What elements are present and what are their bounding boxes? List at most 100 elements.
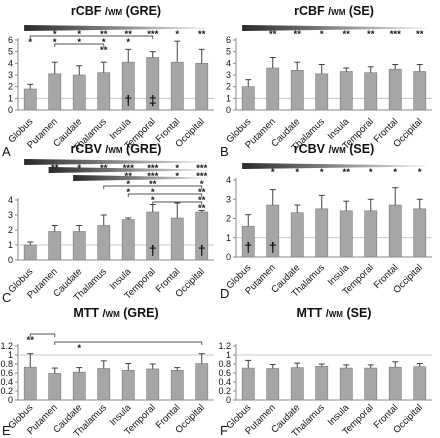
panel-label: E — [2, 423, 11, 438]
y-tick-label: 0.8 — [218, 359, 231, 369]
bar — [170, 217, 184, 261]
bar — [23, 366, 37, 401]
bar — [23, 244, 37, 261]
chart-title-part: rCBF — [294, 4, 328, 18]
significance-bar — [73, 175, 208, 181]
bar-mark: † — [198, 242, 206, 258]
significance-label: ** — [416, 29, 424, 40]
significance-label: * — [77, 37, 81, 48]
bar — [195, 63, 209, 111]
chart-title-part: MTT — [73, 306, 102, 320]
y-tick-label: 3 — [226, 70, 231, 80]
significance-label: * — [271, 167, 275, 178]
significance-label: * — [126, 37, 130, 48]
y-tick-label: 0.2 — [218, 386, 231, 396]
bar — [121, 370, 135, 401]
bar — [48, 231, 62, 261]
bar — [72, 74, 86, 111]
panel-label: D — [220, 286, 229, 301]
significance-label: * — [53, 37, 57, 48]
significance-label: *** — [147, 29, 158, 40]
y-tick-label: 3 — [8, 210, 13, 220]
chart-panel-b: rCBF /wm (SE)0123456GlobusPutamenCaudate… — [220, 4, 432, 159]
chart-panel-c: rCBV /wm (GRE)01234GlobusPutamenCaudateT… — [2, 142, 214, 305]
significance-label: ** — [198, 203, 206, 214]
y-tick-label: 4 — [226, 58, 231, 68]
bar — [413, 71, 427, 111]
panel-label: B — [220, 144, 229, 159]
significance-label: ** — [27, 335, 35, 346]
y-tick-label: 2 — [8, 225, 13, 235]
y-tick-label: 2 — [8, 82, 13, 92]
chart-title-part: rCBV — [71, 142, 106, 156]
chart-title-part: /wm — [326, 308, 344, 320]
y-tick-label: 2 — [226, 214, 231, 224]
y-tick-label: 0.6 — [218, 368, 231, 378]
bar — [241, 86, 255, 111]
chart-panel-d: rCBV /wm (SE)01234GlobusPutamenCaudateTh… — [220, 142, 432, 301]
y-tick-label: 0.8 — [0, 359, 13, 369]
bar — [339, 71, 353, 111]
significance-label: ** — [100, 29, 108, 40]
significance-label: * — [126, 187, 130, 198]
y-tick-label: 3 — [8, 70, 13, 80]
bar — [290, 70, 304, 111]
chart-title: rCBF /wm (SE) — [294, 4, 374, 18]
significance-label: ** — [343, 29, 351, 40]
panel-label: C — [2, 290, 11, 305]
significance-label: ** — [269, 29, 277, 40]
significance-bracket — [29, 333, 56, 337]
significance-label: * — [102, 37, 106, 48]
y-tick-label: 4 — [8, 58, 13, 68]
y-tick-label: 1 — [8, 350, 13, 360]
bar — [48, 373, 62, 401]
chart-title: MTT /wm (GRE) — [73, 306, 158, 320]
bar — [364, 72, 378, 111]
bar — [339, 367, 353, 401]
chart-title-part: (SE) — [346, 142, 374, 156]
significance-label: * — [175, 29, 179, 40]
y-tick-label: 1 — [8, 240, 13, 250]
bar — [364, 367, 378, 401]
chart-title: MTT /wm (SE) — [297, 306, 372, 320]
bar — [170, 61, 184, 111]
chart-title-part: /wm — [328, 144, 346, 156]
y-tick-label: 1.2 — [0, 341, 13, 351]
bar — [413, 366, 427, 401]
chart-panel-f: MTT /wm (SE)00.20.40.60.811.2GlobusPutam… — [218, 306, 432, 438]
bar — [266, 67, 280, 111]
y-tick-label: 0 — [8, 255, 13, 265]
chart-title-part: (GRE) — [123, 142, 162, 156]
significance-label: * — [126, 179, 130, 190]
significance-bar — [242, 25, 426, 31]
bar — [315, 366, 329, 401]
bar — [290, 212, 304, 258]
significance-label: ** — [198, 187, 206, 198]
chart-title-part: (GRE) — [120, 306, 159, 320]
y-tick-label: 1 — [8, 93, 13, 103]
significance-label: * — [295, 167, 299, 178]
significance-label: * — [320, 167, 324, 178]
chart-title-part: (SE) — [343, 306, 371, 320]
significance-label: * — [393, 167, 397, 178]
significance-label: ** — [100, 45, 108, 56]
bar-mark: † — [149, 242, 157, 258]
bar — [339, 210, 353, 258]
chart-title: rCBV /wm (SE) — [294, 142, 375, 156]
y-tick-label: 5 — [8, 47, 13, 57]
bar-mark: † — [124, 92, 132, 108]
y-tick-label: 2 — [226, 82, 231, 92]
bar — [97, 368, 111, 401]
bar — [72, 371, 86, 401]
significance-label: ** — [294, 29, 302, 40]
y-tick-label: 1 — [226, 350, 231, 360]
y-tick-label: 0.4 — [218, 377, 231, 387]
bar — [290, 367, 304, 401]
significance-label: * — [418, 167, 422, 178]
y-tick-label: 6 — [8, 35, 13, 45]
y-tick-label: 3 — [226, 194, 231, 204]
panel-label: F — [220, 423, 228, 438]
significance-bracket — [54, 341, 203, 345]
bar — [315, 73, 329, 111]
